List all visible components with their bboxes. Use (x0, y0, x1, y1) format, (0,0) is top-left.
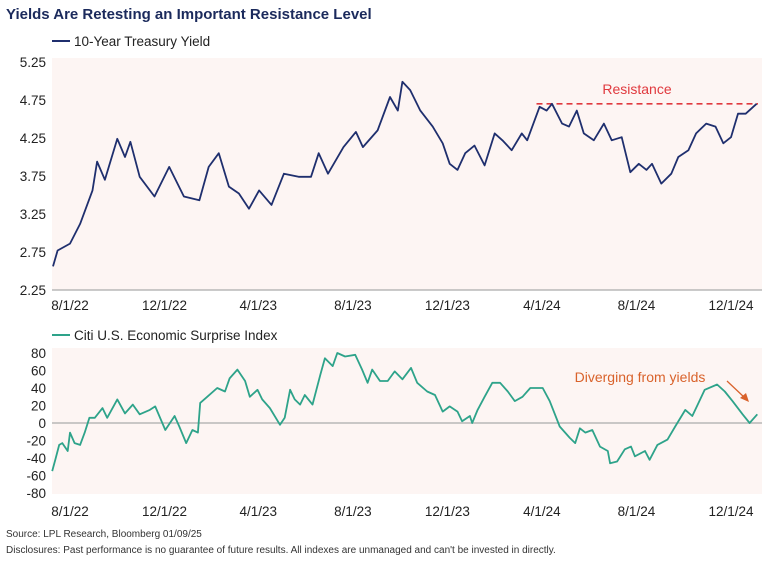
surprise-x-tick-label: 12/1/24 (708, 504, 754, 519)
surprise-y-tick-label: 60 (31, 364, 46, 379)
surprise-x-tick-label: 4/1/23 (240, 504, 278, 519)
yield-series-line (52, 80, 758, 267)
surprise-y-tick-label: -80 (26, 486, 46, 501)
yield-x-tick-label: 4/1/23 (240, 298, 278, 313)
yield-y-tick-label: 2.75 (20, 245, 46, 260)
yield-x-tick-label: 8/1/24 (618, 298, 656, 313)
surprise-y-tick-label: 80 (31, 346, 46, 361)
surprise-y-tick-label: 40 (31, 381, 46, 396)
surprise-x-tick-label: 4/1/24 (523, 504, 561, 519)
diverging-label: Diverging from yields (575, 369, 706, 385)
diverging-arrow (726, 380, 749, 402)
yield-x-tick-label: 8/1/22 (51, 298, 89, 313)
surprise-x-tick-label: 8/1/23 (334, 504, 372, 519)
surprise-legend-label: Citi U.S. Economic Surprise Index (74, 328, 278, 343)
yield-y-tick-label: 3.25 (20, 207, 46, 222)
yield-x-tick-label: 4/1/24 (523, 298, 561, 313)
disclosure-note: Disclosures: Past performance is no guar… (6, 545, 556, 556)
yield-x-tick-label: 12/1/22 (142, 298, 187, 313)
yield-y-tick-label: 5.25 (20, 55, 46, 70)
chart-title: Yields Are Retesting an Important Resist… (6, 6, 372, 23)
yield-y-tick-label: 2.25 (20, 283, 46, 298)
surprise-y-tick-label: 20 (31, 399, 46, 414)
surprise-y-tick-label: -60 (26, 469, 46, 484)
yield-x-tick-label: 12/1/24 (708, 298, 754, 313)
yield-x-tick-label: 8/1/23 (334, 298, 372, 313)
surprise-y-tick-label: -40 (26, 451, 46, 466)
source-note: Source: LPL Research, Bloomberg 01/09/25 (6, 529, 202, 540)
yield-panel: 10-Year Treasury Yield 5.25 4.75 4.25 3.75 3… (20, 34, 762, 313)
surprise-panel: Citi U.S. Economic Surprise Index 80 60 40… (26, 328, 762, 519)
yield-y-tick-label: 4.75 (20, 93, 46, 108)
yield-y-tick-label: 3.75 (20, 169, 46, 184)
yield-x-tick-label: 12/1/23 (425, 298, 470, 313)
surprise-y-tick-label: -20 (26, 434, 46, 449)
yield-plot-area (52, 58, 762, 290)
surprise-x-tick-label: 8/1/24 (618, 504, 656, 519)
surprise-series-line (51, 352, 758, 472)
surprise-y-tick-label: 0 (38, 416, 46, 431)
yield-legend-label: 10-Year Treasury Yield (74, 34, 210, 49)
surprise-x-tick-label: 12/1/22 (142, 504, 187, 519)
surprise-x-tick-label: 12/1/23 (425, 504, 470, 519)
resistance-label: Resistance (602, 81, 671, 97)
surprise-x-tick-label: 8/1/22 (51, 504, 89, 519)
yield-y-tick-label: 4.25 (20, 131, 46, 146)
